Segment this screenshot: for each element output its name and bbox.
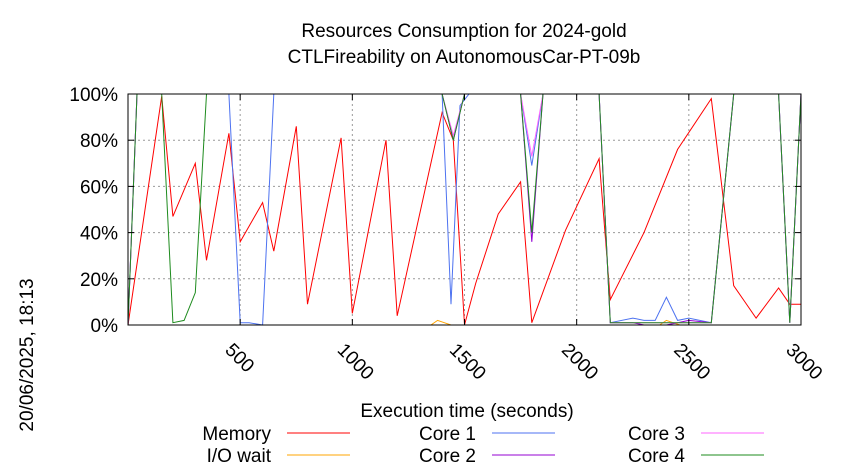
legend-label-core-4: Core 4 (628, 446, 685, 467)
legend-label-core-1: Core 1 (419, 424, 476, 445)
series-line-memory (127, 96, 801, 326)
x-tick-label: 3000 (781, 340, 826, 385)
chart-subtitle: CTLFireability on AutonomousCar-PT-09b (288, 47, 641, 68)
y-tick-label: 100% (69, 85, 118, 106)
legend-label-core-3: Core 3 (628, 424, 685, 445)
chart-title: Resources Consumption for 2024-gold (301, 21, 626, 42)
x-tick-label: 500 (221, 340, 258, 377)
x-tick-label: 2500 (669, 340, 714, 385)
legend-label-i-o-wait: I/O wait (207, 446, 272, 467)
x-tick-label: 1500 (445, 340, 490, 385)
y-tick-label: 0% (91, 316, 119, 337)
x-tick-label: 2000 (557, 340, 602, 385)
grid (128, 94, 801, 325)
legend-label-memory: Memory (202, 424, 271, 445)
y-ticks: 0% 20% 40% 60% 80% 100% (69, 85, 801, 337)
y-tick-label: 60% (80, 177, 118, 198)
x-axis-label: Execution time (seconds) (360, 401, 573, 422)
y-tick-label: 40% (80, 224, 118, 245)
x-tick-label: 1000 (333, 340, 378, 385)
legend-label-core-2: Core 2 (419, 446, 476, 467)
timestamp-label: 20/06/2025, 18:13 (17, 278, 38, 431)
y-tick-label: 80% (80, 131, 118, 152)
y-tick-label: 20% (80, 270, 118, 291)
